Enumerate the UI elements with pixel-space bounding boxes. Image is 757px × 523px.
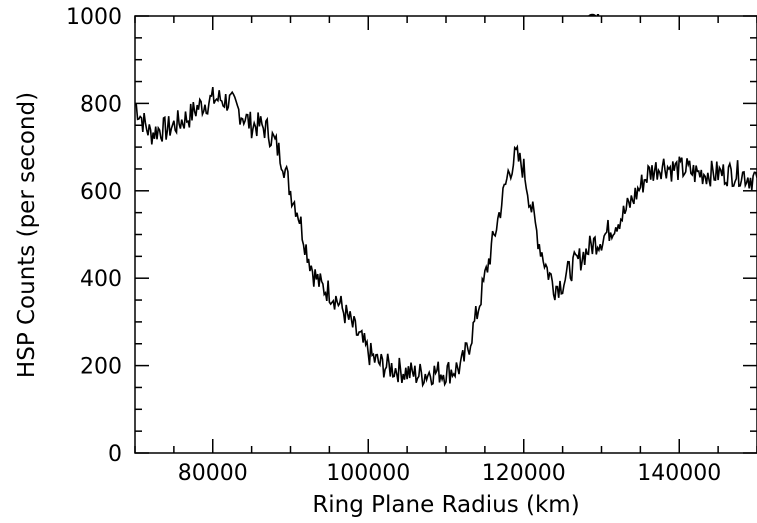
plot-frame xyxy=(135,16,757,453)
y-tick-label: 800 xyxy=(80,92,122,117)
ticks-layer xyxy=(134,15,757,454)
y-tick-label: 0 xyxy=(108,442,122,467)
y-tick-label: 1000 xyxy=(66,5,122,30)
x-tick-labels: 80000 100000 120000 140000 xyxy=(178,461,721,486)
x-tick-label: 80000 xyxy=(178,461,248,486)
data-layer xyxy=(134,86,757,388)
y-tick-labels: 0 200 400 600 800 1000 xyxy=(66,5,122,467)
x-axis-label: Ring Plane Radius (km) xyxy=(312,492,579,518)
series-line-0 xyxy=(134,86,757,388)
y-axis-label: HSP Counts (per second) xyxy=(14,92,40,378)
y-tick-label: 400 xyxy=(80,267,122,292)
y-tick-label: 600 xyxy=(80,180,122,205)
x-tick-label: 100000 xyxy=(326,461,410,486)
plot-border xyxy=(134,15,757,454)
x-tick-label: 140000 xyxy=(637,461,721,486)
x-tick-label: 120000 xyxy=(482,461,566,486)
y-tick-label: 200 xyxy=(80,355,122,380)
